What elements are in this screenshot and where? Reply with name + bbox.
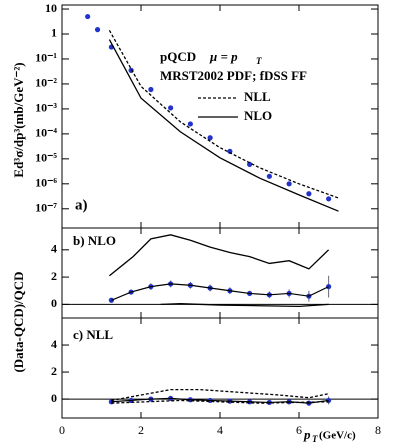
y-tick-label: 2 <box>51 364 57 378</box>
curve <box>160 303 329 308</box>
data-point <box>94 27 101 33</box>
y-tick-label: 10⁻³ <box>35 101 57 115</box>
y-tick-label: 10⁻⁷ <box>35 201 57 215</box>
y-axis-label: (Data-QCD)/QCD <box>11 271 26 372</box>
curve <box>108 30 339 199</box>
y-tick-label: 0 <box>51 296 57 310</box>
y-tick-label: 10⁻⁴ <box>35 126 57 140</box>
data-point <box>207 135 213 141</box>
y-tick-label: 1 <box>51 26 57 40</box>
data-point <box>187 121 193 127</box>
x-tick-label: 8 <box>375 423 381 437</box>
data-line <box>111 283 329 301</box>
x-tick-label: 2 <box>138 423 144 437</box>
y-tick-label: 10 <box>45 1 57 15</box>
y-tick-label: 10⁻¹ <box>35 51 57 65</box>
annotation: μ = p <box>209 49 238 64</box>
data-point <box>266 173 272 179</box>
x-tick-label: 0 <box>59 423 65 437</box>
curve <box>108 234 330 277</box>
y-tick-label: 0 <box>51 391 57 405</box>
data-point <box>168 105 174 111</box>
y-tick-label: 4 <box>51 337 57 351</box>
data-point <box>148 86 154 93</box>
legend-label: NLO <box>244 108 272 123</box>
curve <box>108 39 339 212</box>
data-point <box>85 13 91 20</box>
panel-label: a) <box>75 197 88 213</box>
y-tick-label: 2 <box>51 269 57 283</box>
y-tick-label: 10⁻⁶ <box>35 176 57 190</box>
legend-label: NLL <box>244 89 271 104</box>
curve <box>111 388 329 402</box>
data-point <box>306 191 312 197</box>
annotation: T <box>256 56 262 66</box>
annotation: MRST2002 PDF; fDSS FF <box>160 68 307 83</box>
curve <box>111 399 329 404</box>
y-axis-label: Ed³σ/dp³(mb/GeV⁻²) <box>11 62 26 177</box>
y-tick-label: 4 <box>51 242 57 256</box>
y-tick-label: 10⁻² <box>35 76 57 90</box>
x-axis-label: p <box>303 427 311 442</box>
annotation: pQCD <box>160 49 196 64</box>
panel-label: b) NLO <box>73 233 116 248</box>
x-axis-label: T <box>312 434 318 444</box>
x-axis-label: (GeV/c) <box>319 430 356 442</box>
data-point <box>247 161 253 167</box>
x-tick-label: 4 <box>217 423 223 437</box>
panel-label: c) NLL <box>73 327 113 342</box>
y-tick-label: 10⁻⁵ <box>35 151 57 165</box>
x-tick-label: 6 <box>296 423 302 437</box>
data-point <box>286 181 292 187</box>
data-point <box>326 196 332 202</box>
